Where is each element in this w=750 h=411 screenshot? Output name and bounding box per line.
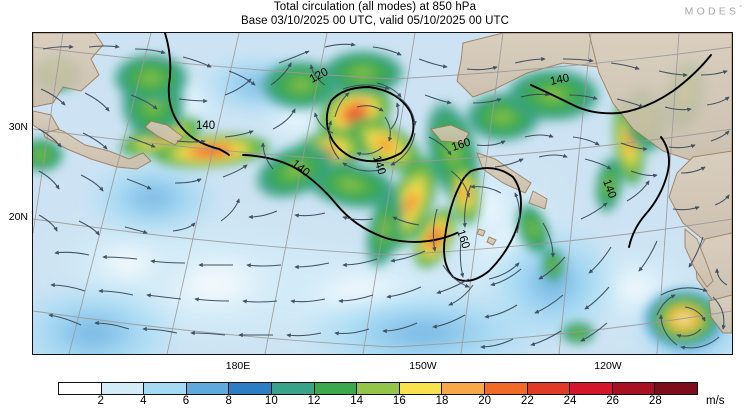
colorbar-cell-8 — [399, 383, 443, 394]
map-plot-area[interactable]: 120 140 140 140 140 140 160 160 — [32, 32, 733, 355]
header: Total circulation (all modes) at 850 hPa… — [0, 0, 750, 30]
colorbar-tick-8: 8 — [225, 395, 232, 407]
contour-label-140-alaska: 140 — [549, 72, 570, 88]
colorbar-tick-10: 10 — [264, 395, 278, 407]
colorbar-tick-28: 28 — [648, 395, 662, 407]
colorbar-cell-14 — [655, 383, 697, 394]
colorbar-tick-22: 22 — [520, 395, 534, 407]
colorbar-cell-10 — [484, 383, 528, 394]
xtick-label-180e: 180E — [225, 360, 251, 372]
colorbar-units: m/s — [706, 395, 725, 407]
colorbar-cell-2 — [144, 383, 187, 394]
colorbar-tick-12: 12 — [307, 395, 321, 407]
colorbar-tick-6: 6 — [182, 395, 190, 407]
colorbar-cell-3 — [186, 383, 230, 394]
xtick-label-120w: 120W — [594, 360, 622, 372]
colorbar-cell-4 — [229, 383, 272, 394]
colorbar-cell-13 — [612, 383, 656, 394]
modes-logo-mark: ° — [739, 5, 742, 12]
colorbar-cell-0 — [59, 383, 102, 394]
ytick-label-30n: 30N — [8, 121, 28, 133]
colorbar-cell-1 — [101, 383, 145, 394]
map-canvas: 120 140 140 140 140 140 160 160 — [33, 33, 732, 354]
colorbar-tick-20: 20 — [478, 395, 492, 407]
colorbar-tick-labels: 2 4 6 8 10 12 14 16 18 20 22 24 26 28 — [58, 395, 698, 411]
contour-label-160-north: 160 — [450, 137, 472, 154]
colorbar-tick-16: 16 — [392, 395, 406, 407]
colorbar-cell-12 — [570, 383, 613, 394]
colorbar-tick-26: 26 — [606, 395, 620, 407]
colorbar-tick-14: 14 — [350, 395, 364, 407]
ytick-label-20n: 20N — [8, 211, 28, 223]
contour-label-140-south: 140 — [370, 154, 387, 176]
colorbar-legend: 2 4 6 8 10 12 14 16 18 20 22 24 26 28 m/s — [0, 378, 750, 408]
chart-title: Total circulation (all modes) at 850 hPa — [273, 1, 477, 13]
colorbar-tick-18: 18 — [435, 395, 449, 407]
modes-logo: MODES° — [685, 5, 742, 18]
colorbar-cell-11 — [527, 383, 571, 394]
colorbar-tick-24: 24 — [563, 395, 577, 407]
xtick-label-150w: 150W — [409, 360, 437, 372]
colorbar-cell-5 — [271, 383, 315, 394]
contour-label-140-west: 140 — [196, 120, 215, 132]
colorbar-tick-2: 2 — [97, 395, 104, 407]
contour-label-160-south: 160 — [454, 228, 471, 250]
colorbar-cell-9 — [442, 383, 485, 394]
colorbar-cell-7 — [357, 383, 400, 394]
title-block: Total circulation (all modes) at 850 hPa… — [0, 1, 750, 28]
colorbar-swatches[interactable] — [58, 382, 698, 395]
colorbar-tick-4: 4 — [140, 395, 147, 407]
colorbar-cell-6 — [314, 383, 358, 394]
modes-logo-text: MODES — [684, 5, 740, 18]
chart-subtitle: Base 03/10/2025 00 UTC, valid 05/10/2025… — [240, 14, 510, 27]
